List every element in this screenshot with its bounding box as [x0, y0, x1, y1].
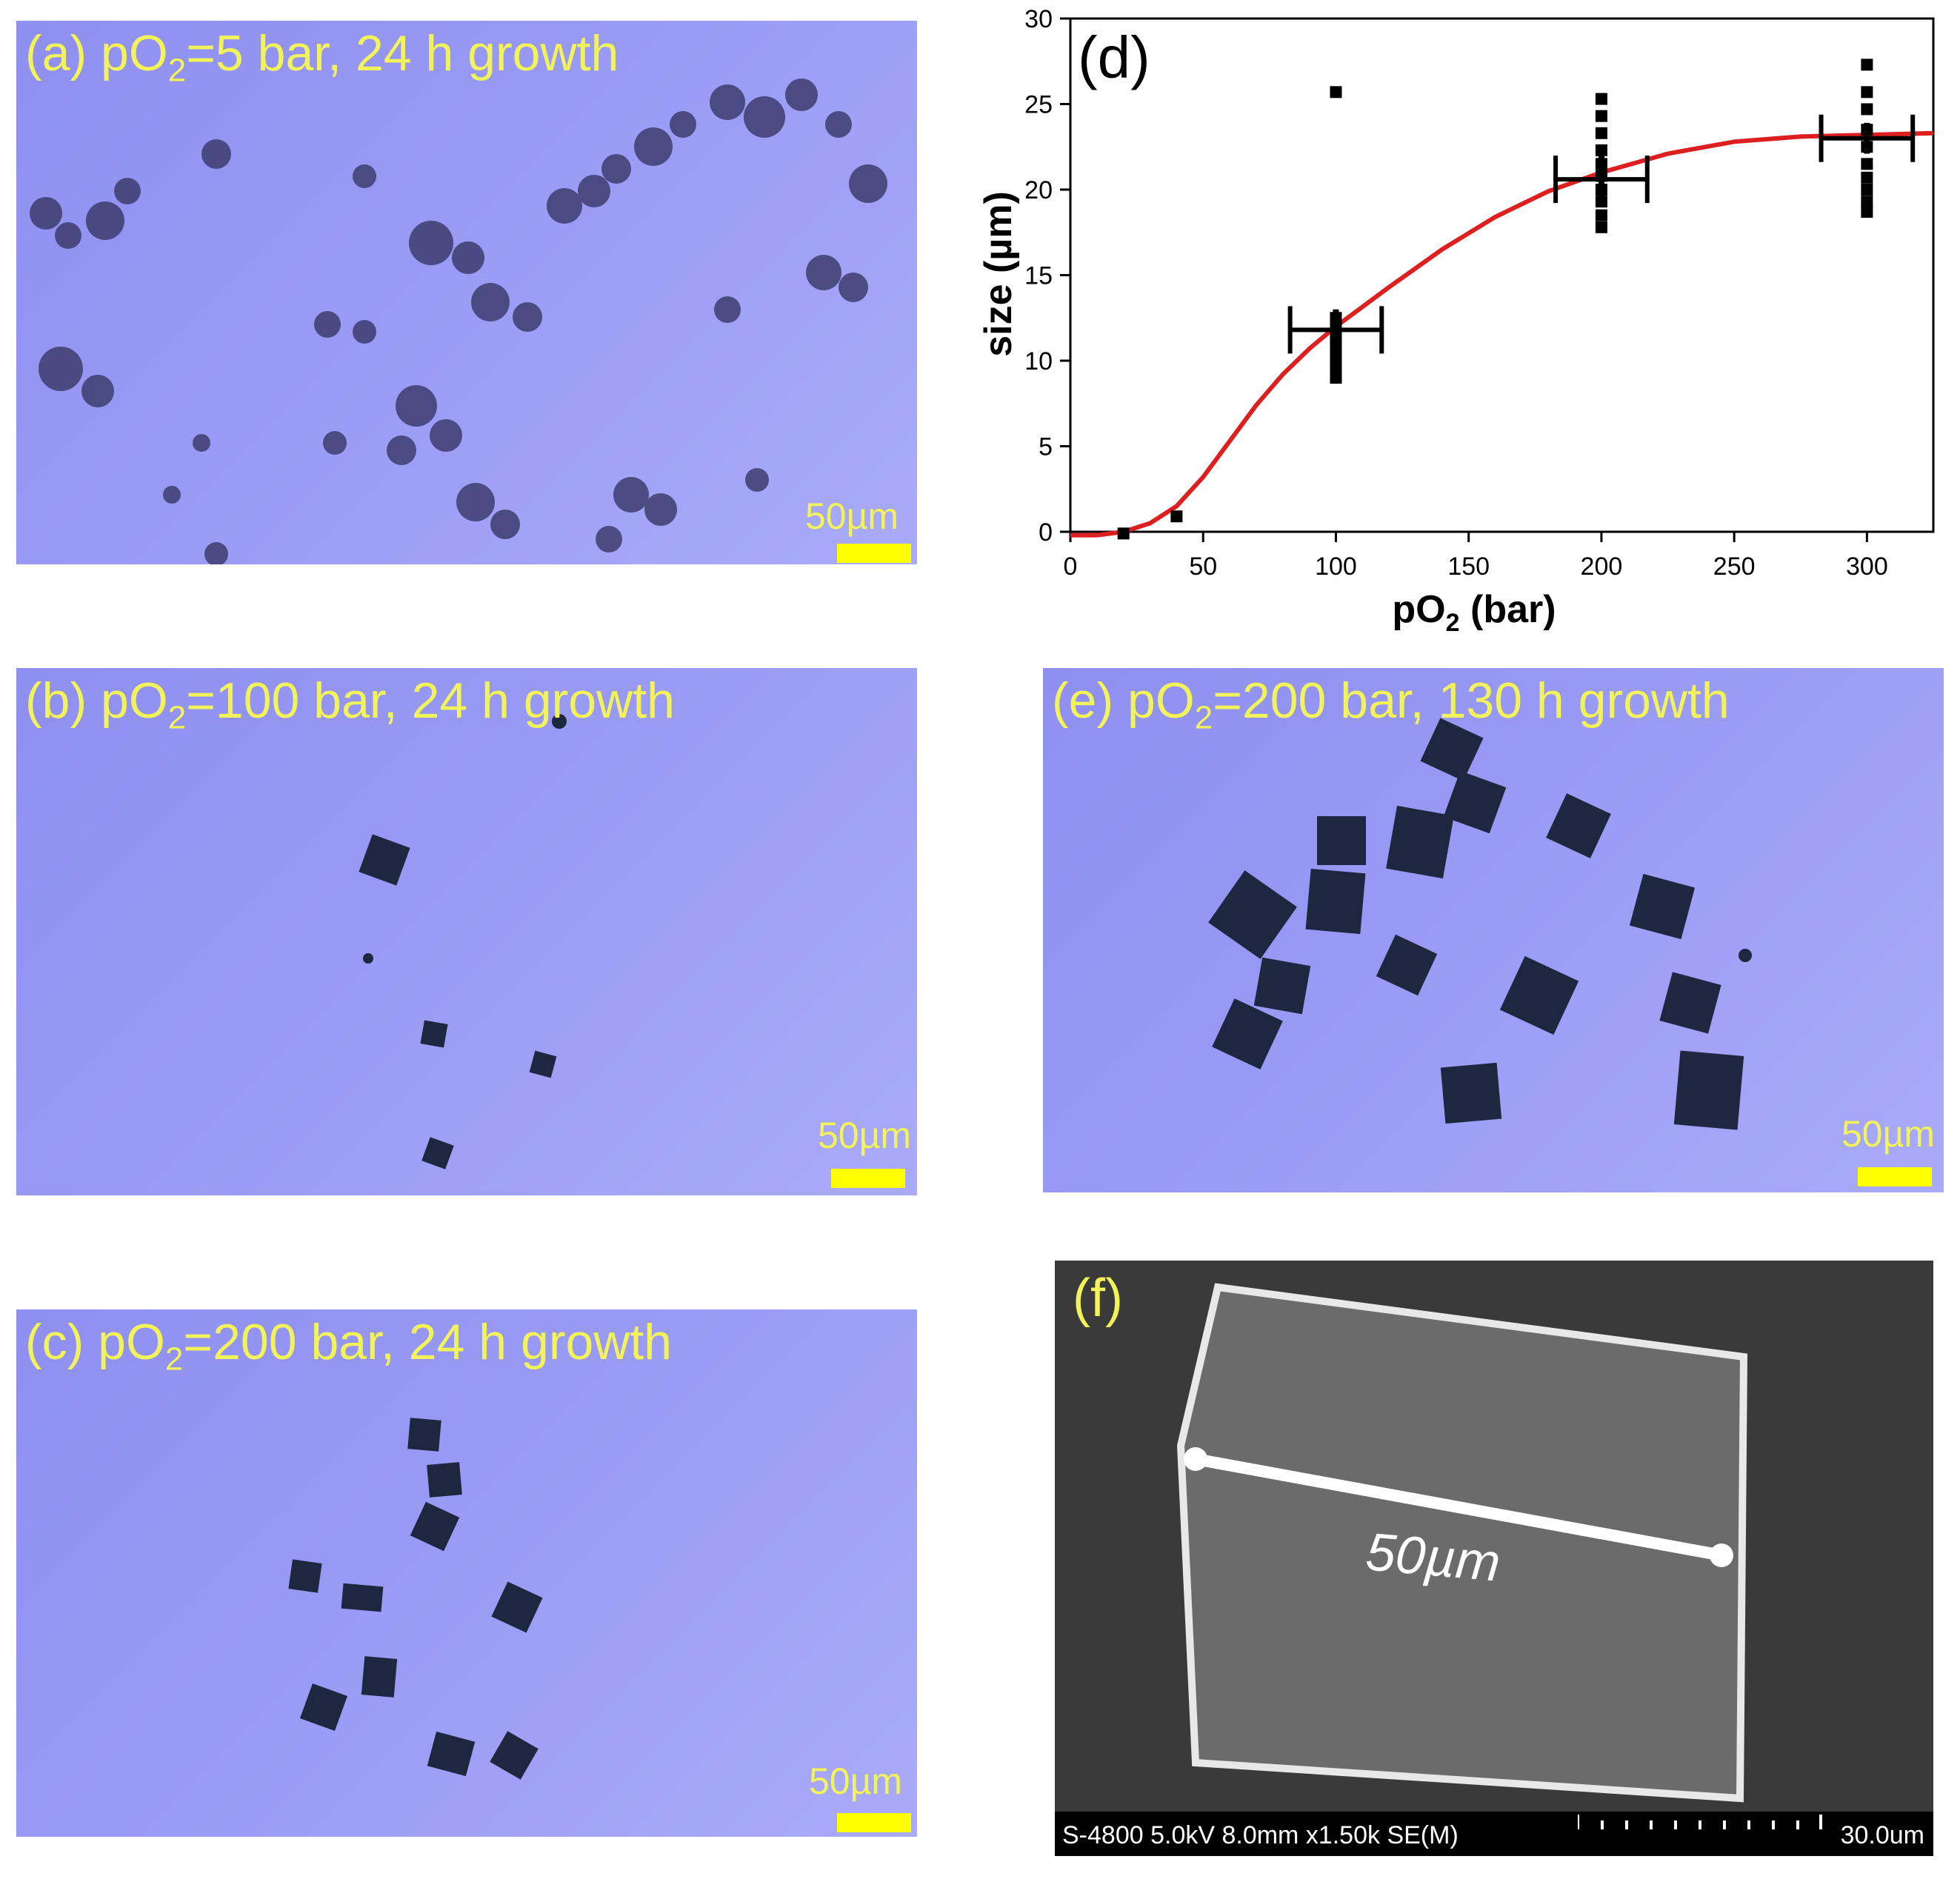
y-tick-label: 0 [1039, 518, 1053, 547]
panel-f-measure-label: 50µm [1363, 1522, 1503, 1593]
x-tick-label: 250 [1713, 553, 1756, 581]
panel-a-scale-label: 50µm [805, 495, 899, 537]
y-tick-label: 10 [1024, 347, 1053, 376]
chart-fit-curve [1070, 130, 1934, 538]
panel-b-scale-bar [831, 1169, 905, 1188]
panel-c-micrograph: (c) pO2=200 bar, 24 h growth 50µm [16, 1309, 917, 1837]
panel-e-micrograph: (e) pO2=200 bar, 130 h growth 50µm [1043, 668, 1944, 1192]
data-point [1861, 86, 1873, 99]
data-point [1595, 93, 1607, 105]
panel-e-scale-bar [1858, 1167, 1932, 1187]
y-tick-label: 30 [1024, 5, 1053, 33]
data-point [1861, 196, 1873, 208]
panel-a-title: (a) pO2=5 bar, 24 h growth [25, 25, 619, 89]
chart-error-bars [1287, 114, 1916, 354]
chart-ticks: 0 50 100 150 200 250 300 0 5 10 15 20 25 30 [1024, 5, 1888, 581]
panel-e-title: (e) pO2=200 bar, 130 h growth [1052, 672, 1730, 736]
sem-info-bar: S-4800 5.0kV 8.0mm x1.50k SE(M) 30.0um [1055, 1812, 1933, 1856]
panel-b-title: (b) pO2=100 bar, 24 h growth [25, 672, 675, 736]
panel-d-chart: 0 50 100 150 200 250 300 0 5 10 15 20 25 30 (d) size … [977, 5, 1935, 637]
data-point [1595, 209, 1607, 221]
error-bar [1553, 155, 1650, 204]
x-tick-label: 100 [1315, 553, 1357, 581]
panel-b-micrograph: (b) pO2=100 bar, 24 h growth 50µm [16, 668, 917, 1195]
data-point [1330, 86, 1342, 99]
panel-f-sem-image: (f) 50µm S-4800 5.0kV 8.0mm x1.50k SE(M)… [1055, 1261, 1933, 1856]
panel-e-scale-label: 50µm [1841, 1113, 1936, 1155]
data-point [1170, 510, 1183, 523]
panel-e-crystals [1208, 718, 1752, 1130]
chart-points [1117, 59, 1873, 540]
data-point [1861, 158, 1873, 170]
error-bar [1819, 114, 1916, 162]
data-point [1595, 110, 1607, 122]
data-point [1861, 59, 1873, 71]
data-point [1861, 103, 1873, 116]
sem-info-text: S-4800 5.0kV 8.0mm x1.50k SE(M) [1062, 1821, 1459, 1849]
x-tick-label: 0 [1064, 553, 1078, 581]
data-point [1861, 171, 1873, 184]
data-point [1330, 372, 1342, 384]
data-point [1595, 144, 1607, 156]
chart-x-axis-label: pO2 (bar) [1392, 588, 1556, 637]
panel-b-scale-label: 50µm [818, 1115, 912, 1156]
panel-b-crystals [359, 714, 567, 1169]
data-point [1861, 184, 1873, 196]
y-tick-label: 15 [1024, 262, 1053, 290]
chart-panel-label: (d) [1078, 24, 1150, 90]
panel-a-scale-bar [837, 544, 911, 563]
panel-f-label: (f) [1073, 1269, 1123, 1328]
chart-axes [1069, 17, 1935, 533]
panel-a-micrograph: (a) pO2=5 bar, 24 h growth 50µm [16, 21, 917, 564]
panel-c-scale-label: 50µm [809, 1760, 903, 1802]
data-point [1595, 127, 1607, 139]
panel-c-crystals [288, 1418, 543, 1780]
x-tick-label: 50 [1189, 553, 1217, 581]
error-bar [1287, 306, 1384, 354]
y-tick-label: 25 [1024, 91, 1053, 119]
data-point [1117, 527, 1130, 540]
sem-scale-ticks [1578, 1815, 1822, 1829]
panel-a-crystal-clusters [30, 79, 887, 564]
data-point [1595, 221, 1607, 233]
plot-frame [1069, 17, 1935, 533]
panel-f-crystal [1176, 1283, 1748, 1803]
y-tick-label: 5 [1039, 433, 1053, 461]
sem-scale-text: 30.0um [1840, 1821, 1924, 1849]
x-tick-label: 300 [1846, 553, 1888, 581]
panel-c-scale-bar [837, 1813, 911, 1832]
panel-c-title: (c) pO2=200 bar, 24 h growth [25, 1314, 673, 1378]
chart-y-axis-label: size (µm) [977, 191, 1020, 357]
data-point [1861, 206, 1873, 218]
fit-line [1070, 130, 1934, 538]
x-tick-label: 150 [1447, 553, 1490, 581]
x-tick-label: 200 [1581, 553, 1623, 581]
y-tick-label: 20 [1024, 176, 1053, 204]
